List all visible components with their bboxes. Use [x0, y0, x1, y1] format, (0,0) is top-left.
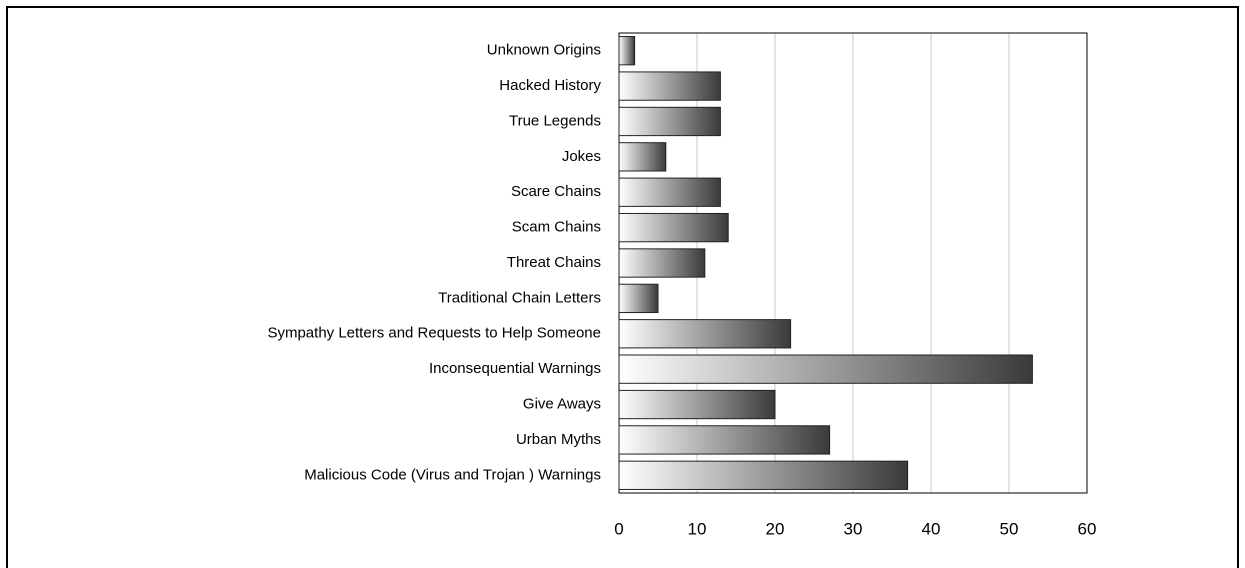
y-tick-label: Scare Chains — [511, 183, 601, 200]
bar — [618, 177, 721, 207]
y-tick-label: Hacked History — [499, 77, 601, 94]
bar — [618, 212, 729, 243]
y-tick-label: Urban Myths — [516, 431, 601, 448]
bar — [618, 283, 659, 314]
frame — [6, 6, 1239, 568]
y-tick-label: Jokes — [562, 148, 601, 165]
x-tick-label: 50 — [1000, 519, 1019, 538]
x-tick-label: 30 — [844, 519, 863, 538]
x-tick-label: 20 — [766, 519, 785, 538]
bar — [618, 425, 831, 455]
x-tick-label: 0 — [614, 519, 623, 538]
bar — [618, 319, 792, 349]
y-tick-label: Inconsequential Warnings — [429, 360, 601, 377]
y-tick-label: Sympathy Letters and Requests to Help So… — [267, 325, 601, 342]
x-tick-label: 40 — [922, 519, 941, 538]
bar — [618, 71, 721, 101]
y-tick-label: Give Aways — [523, 396, 601, 413]
x-tick-label: 10 — [688, 519, 707, 538]
bar — [618, 460, 909, 490]
bar — [618, 389, 776, 420]
bar — [618, 354, 1033, 384]
bar — [618, 106, 721, 137]
bar — [618, 142, 667, 172]
y-tick-label: Unknown Origins — [487, 42, 601, 59]
y-tick-label: Traditional Chain Letters — [438, 289, 601, 306]
y-tick-label: True Legends — [509, 112, 601, 129]
x-tick-label: 60 — [1078, 519, 1097, 538]
y-tick-label: Scam Chains — [512, 219, 601, 236]
y-tick-label: Threat Chains — [507, 254, 601, 271]
bar — [618, 36, 636, 66]
y-tick-label: Malicious Code (Virus and Trojan ) Warni… — [304, 466, 601, 483]
bar — [618, 248, 706, 278]
